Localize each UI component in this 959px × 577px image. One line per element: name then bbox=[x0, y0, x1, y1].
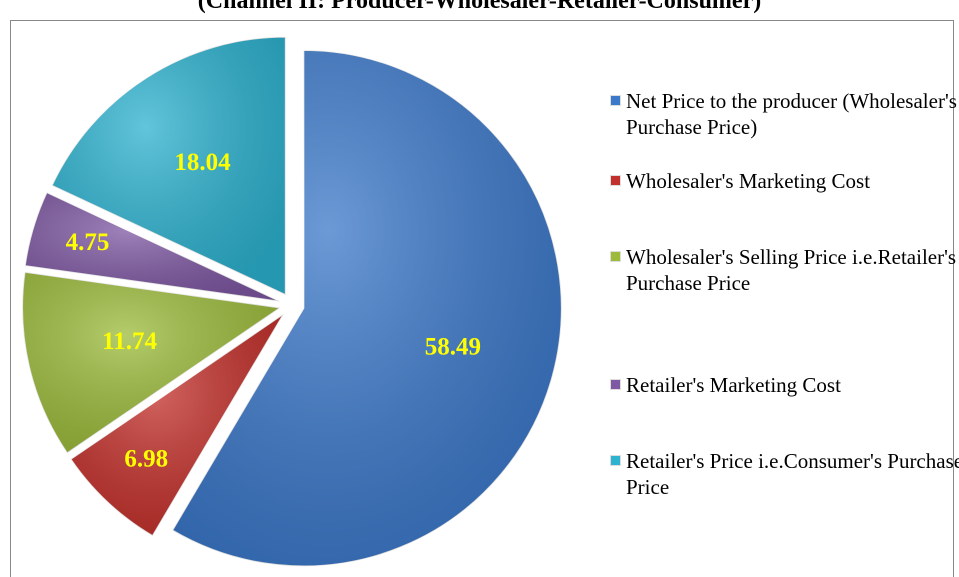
slice-shade bbox=[24, 192, 281, 302]
legend-entry: Wholesaler's Marketing Cost bbox=[610, 168, 959, 194]
legend-label: Retailer's Price i.e.Consumer's Purchase… bbox=[626, 449, 959, 499]
legend-label: Net Price to the producer (Wholesaler's … bbox=[626, 89, 957, 139]
legend-swatch bbox=[610, 95, 621, 106]
legend-swatch bbox=[610, 455, 621, 466]
legend-swatch bbox=[610, 379, 621, 390]
legend-label: Retailer's Marketing Cost bbox=[626, 373, 841, 397]
legend-label: Wholesaler's Selling Price i.e.Retailer'… bbox=[626, 245, 957, 295]
legend-label: Wholesaler's Marketing Cost bbox=[626, 169, 871, 193]
pie-area: 58.49 6.98 11.74 4.75 18.04 bbox=[21, 36, 563, 567]
legend-entry: Wholesaler's Selling Price i.e.Retailer'… bbox=[610, 244, 959, 296]
chart-frame bbox=[10, 20, 954, 577]
data-label: 58.49 bbox=[425, 334, 481, 361]
legend-entry: Retailer's Marketing Cost bbox=[610, 372, 959, 398]
data-label: 11.74 bbox=[102, 328, 157, 355]
legend-entry: Net Price to the producer (Wholesaler's … bbox=[610, 88, 959, 140]
data-label: 6.98 bbox=[124, 445, 168, 472]
data-label: 18.04 bbox=[174, 149, 231, 176]
slice-shade bbox=[22, 272, 281, 454]
legend-swatch bbox=[610, 251, 621, 262]
data-label: 4.75 bbox=[66, 229, 110, 256]
slice-shade bbox=[70, 313, 284, 536]
slice-shade bbox=[51, 36, 286, 295]
chart-title: (Channel II: Producer-Wholesaler-Retaile… bbox=[197, 0, 762, 14]
legend-swatch bbox=[610, 175, 621, 186]
legend-entry: Retailer's Price i.e.Consumer's Purchase… bbox=[610, 448, 959, 500]
slice-shade bbox=[172, 50, 562, 567]
